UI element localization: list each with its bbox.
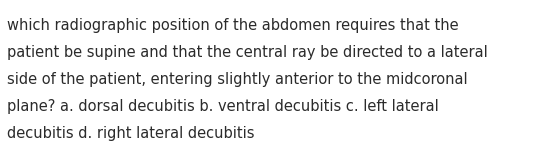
Text: decubitis d. right lateral decubitis: decubitis d. right lateral decubitis bbox=[7, 126, 254, 141]
Text: side of the patient, entering slightly anterior to the midcoronal: side of the patient, entering slightly a… bbox=[7, 72, 467, 87]
Text: patient be supine and that the central ray be directed to a lateral: patient be supine and that the central r… bbox=[7, 45, 488, 60]
Text: plane? a. dorsal decubitis b. ventral decubitis c. left lateral: plane? a. dorsal decubitis b. ventral de… bbox=[7, 99, 439, 114]
Text: which radiographic position of the abdomen requires that the: which radiographic position of the abdom… bbox=[7, 18, 458, 33]
